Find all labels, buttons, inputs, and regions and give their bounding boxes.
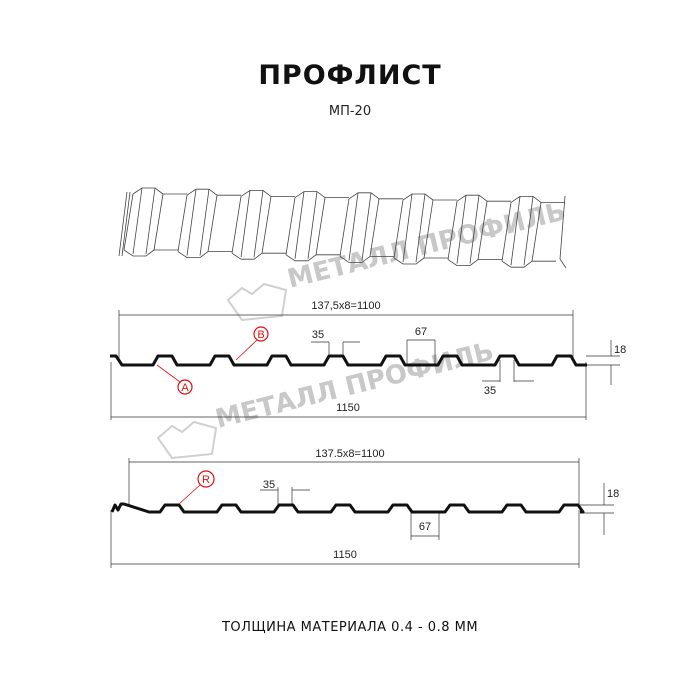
watermark-text-2: МЕТАЛЛ ПРОФИЛЬ	[212, 337, 496, 435]
profile-2-gap-label: 67	[419, 521, 431, 533]
profile-1-rib-top-label: 35	[312, 329, 324, 341]
profile-1-dimensions	[110, 310, 620, 420]
profile-2-height-label: 18	[607, 488, 619, 500]
marker-r: R	[178, 470, 215, 505]
profile-2: 137.5x8=1100 1150 35 67 18 R	[110, 448, 619, 568]
profile-1-height-label: 18	[614, 344, 626, 356]
profile-1-rib-bottom-label: 35	[484, 385, 496, 397]
profile-2-total-label: 1150	[333, 549, 357, 561]
profile-1-shape	[110, 354, 587, 367]
marker-r-label: R	[202, 474, 210, 486]
profile-1-gap-label: 67	[415, 326, 427, 338]
page-subtitle: МП-20	[328, 104, 372, 119]
profile-2-rib-top-label: 35	[263, 479, 275, 491]
profile-1-span-label: 137,5x8=1100	[311, 300, 380, 312]
sheet-3d-view	[118, 187, 567, 269]
marker-a: A	[156, 364, 193, 395]
profile-1: 137,5x8=1100 1150 35 67 35 18 A B	[110, 300, 626, 420]
marker-b-label: B	[257, 329, 264, 341]
marker-b: B	[235, 326, 269, 361]
profile-2-dimensions	[110, 458, 614, 568]
profile-1-total-label: 1150	[336, 402, 360, 414]
material-thickness-note: ТОЛЩИНА МАТЕРИАЛА 0.4 - 0.8 ММ	[221, 620, 479, 635]
page-title: ПРОФЛИСТ	[258, 60, 442, 91]
marker-a-label: A	[181, 382, 189, 394]
profile-2-span-label: 137.5x8=1100	[315, 448, 384, 460]
profile-2-shape	[110, 502, 585, 514]
